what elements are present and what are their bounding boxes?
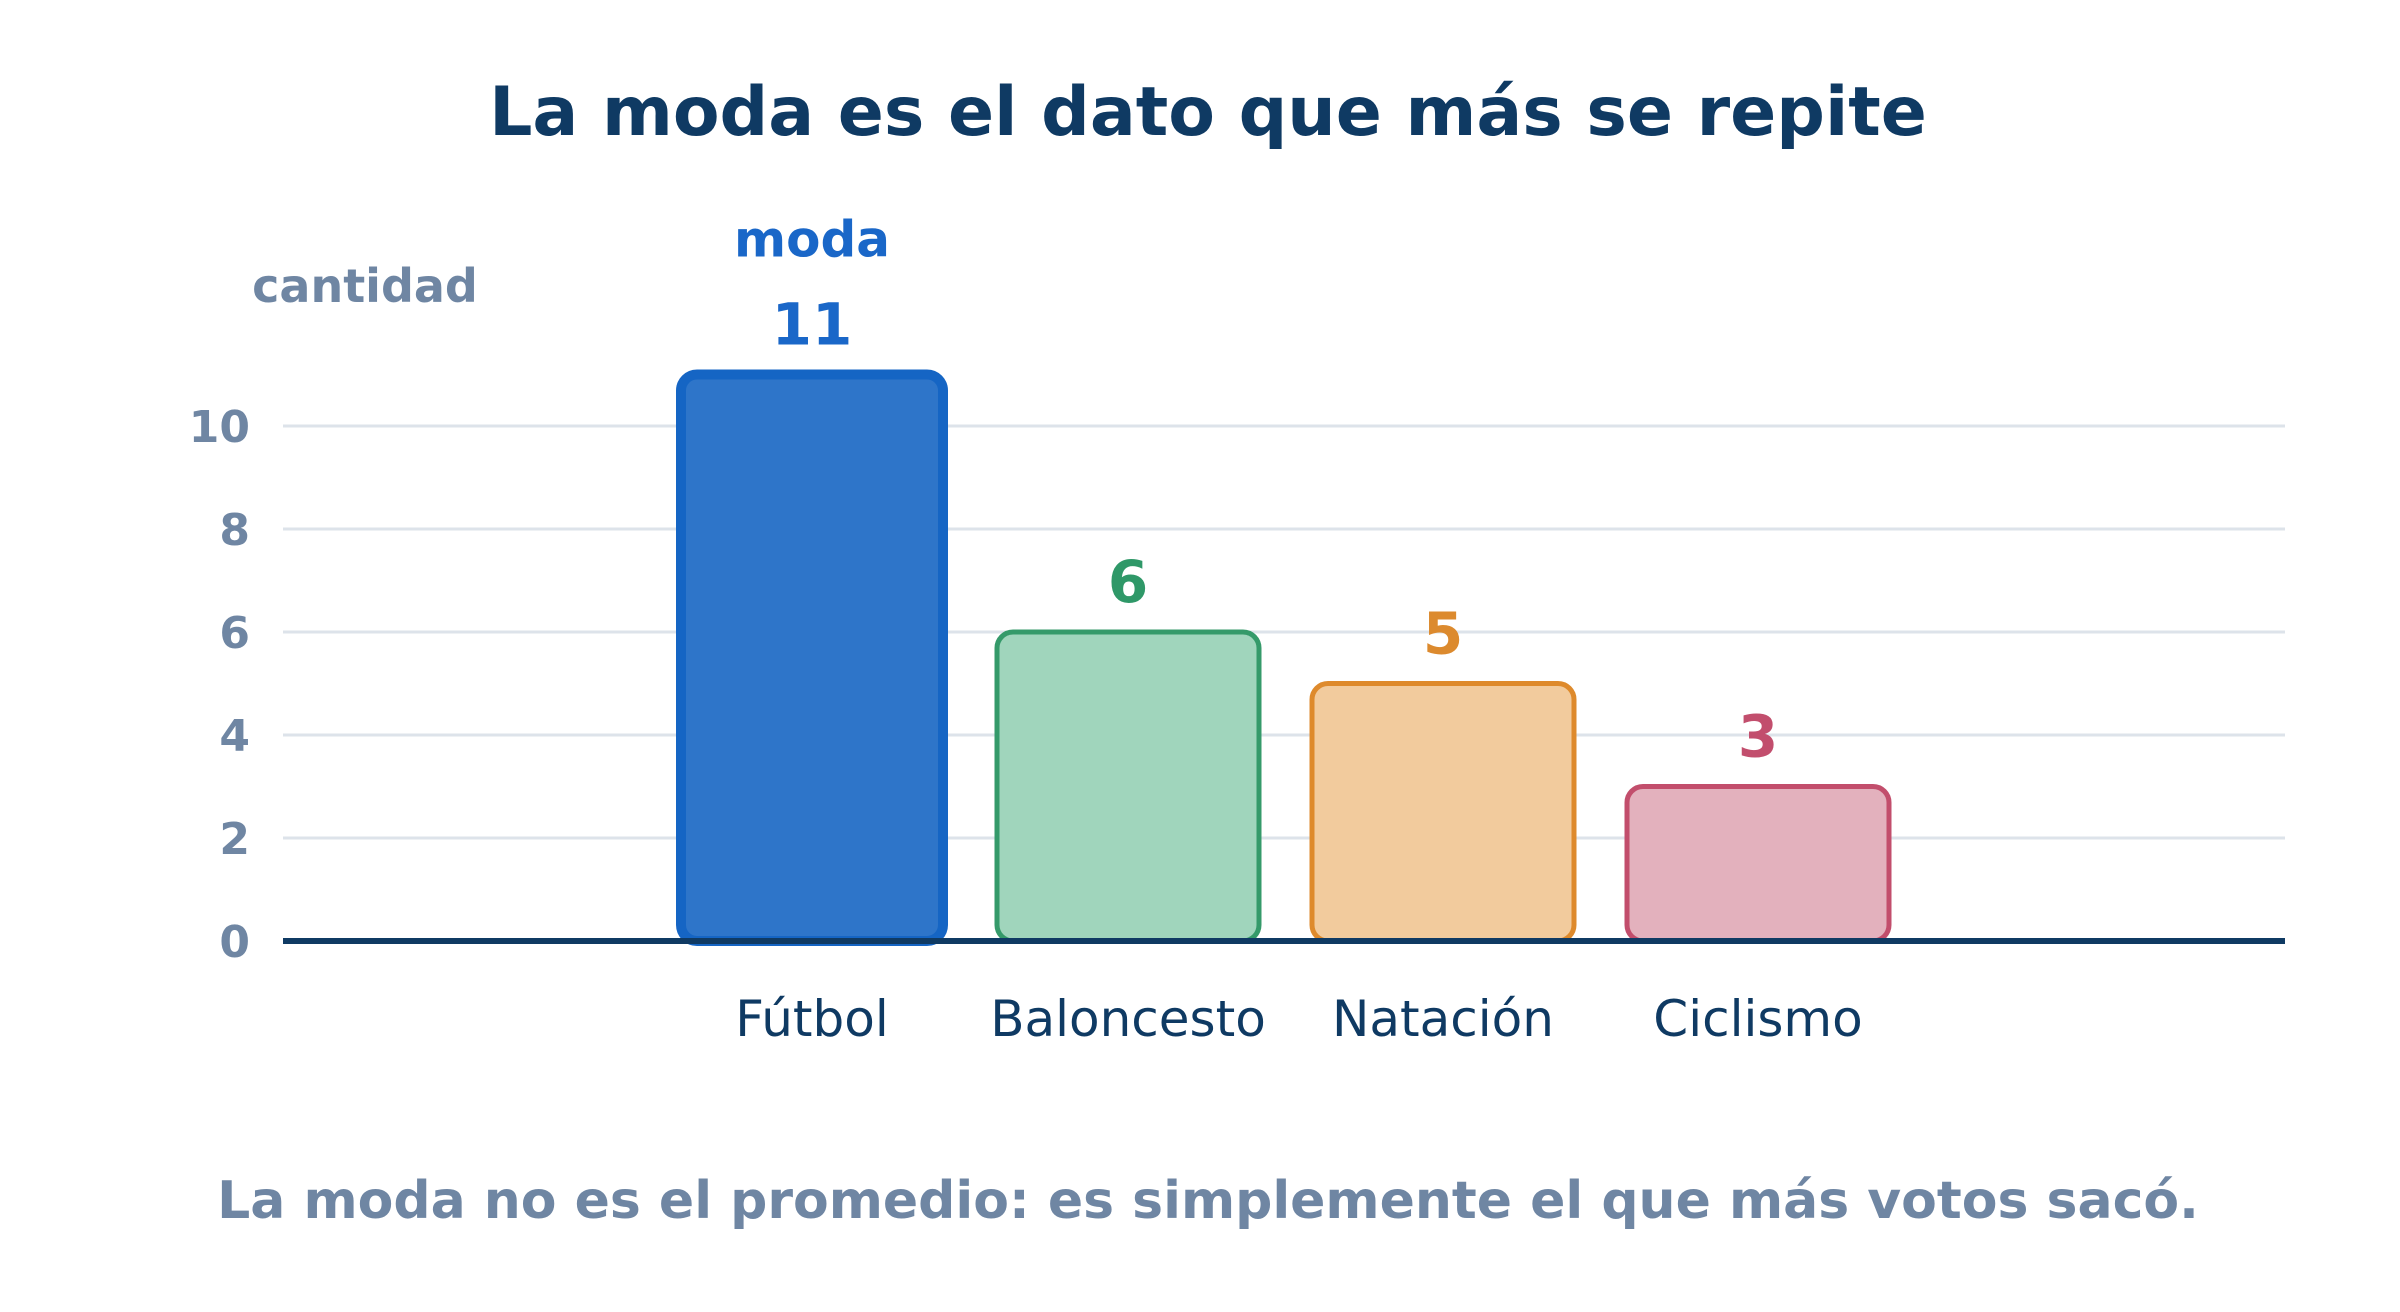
y-tick-label: 2 bbox=[219, 814, 250, 865]
value-labels: 11 6 5 3 bbox=[772, 291, 1779, 771]
annotations: moda bbox=[734, 211, 890, 269]
y-tick-label: 0 bbox=[219, 917, 250, 968]
y-axis-label: cantidad bbox=[252, 259, 478, 313]
mode-annotation: moda bbox=[734, 211, 890, 269]
bar-fútbol bbox=[676, 369, 948, 946]
gridlines bbox=[283, 424, 2285, 840]
y-tick-labels: 0 2 4 6 8 10 bbox=[189, 402, 250, 968]
y-tick-label: 6 bbox=[219, 608, 250, 659]
bar-baloncesto bbox=[994, 629, 1262, 944]
bar-natación bbox=[1309, 681, 1577, 944]
value-label: 3 bbox=[1738, 703, 1778, 771]
value-label: 5 bbox=[1423, 600, 1463, 668]
x-tick-label: Baloncesto bbox=[990, 990, 1266, 1048]
x-tick-label: Natación bbox=[1332, 990, 1554, 1048]
chart-caption: La moda no es el promedio: es simplement… bbox=[217, 1171, 2199, 1231]
y-tick-label: 4 bbox=[219, 711, 250, 762]
bar-ciclismo bbox=[1624, 784, 1892, 944]
x-tick-label: Fútbol bbox=[735, 990, 889, 1048]
y-tick-label: 8 bbox=[219, 505, 250, 556]
value-label: 11 bbox=[772, 291, 853, 359]
x-tick-label: Ciclismo bbox=[1653, 990, 1862, 1048]
chart-title: La moda es el dato que más se repite bbox=[489, 73, 1927, 152]
value-label: 6 bbox=[1108, 548, 1148, 616]
bars bbox=[676, 369, 1892, 946]
x-tick-labels: Fútbol Baloncesto Natación Ciclismo bbox=[735, 990, 1862, 1048]
y-tick-label: 10 bbox=[189, 402, 250, 453]
